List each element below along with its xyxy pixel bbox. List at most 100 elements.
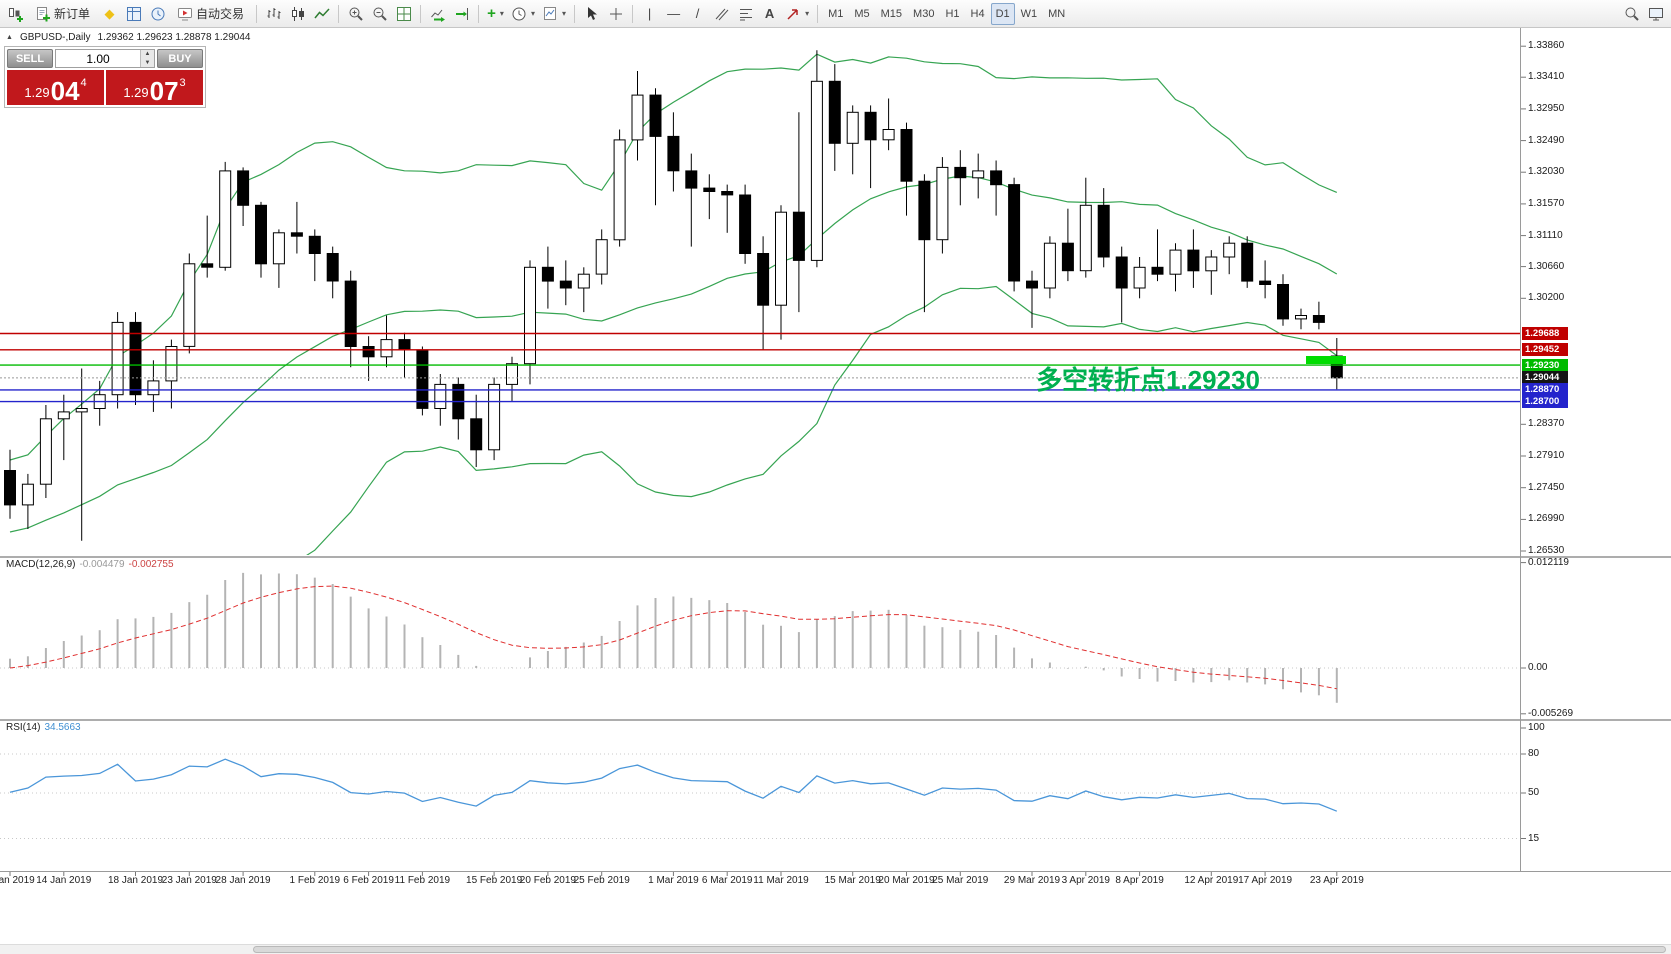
chart-shift-icon [455,7,468,20]
main-plot [4,50,1343,555]
main-chart-area[interactable] [0,28,1520,556]
price-axis-label: 1.27450 [1528,481,1565,493]
volume-increase-button[interactable]: ▲ [141,50,154,59]
rsi-panel-area[interactable] [0,721,1520,871]
fullscreen-button[interactable] [1644,3,1667,25]
sell-price-button[interactable]: 1.29 04 4 [7,70,104,105]
horizontal-scrollbar[interactable] [0,944,1671,954]
sell-button[interactable]: SELL [7,49,53,68]
timeframe-button-m15[interactable]: M15 [880,7,903,20]
timeframe-button-mn[interactable]: MN [1048,7,1066,20]
candle-body [864,111,877,141]
date-axis-label: 1 Mar 2019 [648,875,699,886]
trendline-button[interactable]: / [686,3,709,25]
timeframe-button-w1[interactable]: W1 [1020,7,1038,20]
fibonacci-button[interactable] [734,3,757,25]
macd-indicator-label: MACD(12,26,9) -0.004479 -0.002755 [6,559,174,570]
toolbar-separator [420,4,422,23]
search-button[interactable] [1620,3,1643,25]
macd-panel-area[interactable] [0,558,1520,719]
tile-windows-button[interactable] [392,3,415,25]
crosshair-button[interactable] [604,3,627,25]
symbol-name: GBPUSD-,Daily [19,32,91,43]
candle-body [649,94,662,137]
candle-body [362,346,375,358]
channel-button[interactable] [710,3,733,25]
date-axis-label: 11 Feb 2019 [394,875,451,886]
candle-body [488,383,501,451]
arrows-tool-button[interactable]: ▾ [782,3,812,25]
fibonacci-icon [739,8,752,20]
candle-body [667,135,680,172]
bars-chart-button[interactable] [262,3,285,25]
toolbar-group-indicators: + ▾ ▾ ▾ [484,3,569,25]
candlestick-chart-button[interactable] [286,3,309,25]
chart-shift-button[interactable] [450,3,473,25]
timeframe-toolbar: M1 M5 M15 M30 H1 H4 D1 W1 MN [823,2,1070,25]
cursor-button[interactable] [580,3,603,25]
price-axis-label: 1.32950 [1528,102,1565,114]
price-level-label: 1.28870 [1522,383,1568,397]
auto-scroll-button[interactable] [426,3,449,25]
line-chart-button[interactable] [310,3,333,25]
macd-value: -0.004479 [79,559,125,570]
timeframe-button-h1[interactable]: H1 [945,7,960,20]
date-axis-label: 12 Apr 2019 [1184,875,1239,886]
horizontal-line-button[interactable]: — [662,3,685,25]
market-watch-button[interactable] [122,3,145,25]
volume-input[interactable] [56,50,140,67]
trendline-icon: / [695,6,700,21]
timeframe-button-m5[interactable]: M5 [854,7,870,20]
price-axis-label: 1.26990 [1528,513,1565,525]
toolbar-separator [632,4,634,23]
candle-body [1205,256,1218,272]
horizontal-line-icon: — [667,6,681,21]
scrollbar-handle[interactable] [253,946,1666,953]
date-axis-label: 6 Feb 2019 [343,875,394,886]
price-axis-label: 1.31110 [1528,229,1563,241]
price-axis-label: 1.27910 [1528,450,1565,461]
date-axis-label: 20 Mar 2019 [878,875,935,886]
date-axis-label: 14 Jan 2019 [36,875,92,886]
line-chart-icon [313,7,330,18]
date-axis-label: 8 Apr 2019 [1115,875,1164,886]
candle-body [39,418,52,485]
candle-body [613,139,626,241]
new-order-label: 新订单 [54,7,91,21]
sell-price-prefix: 1.29 [24,85,50,100]
navigator-button[interactable] [146,3,169,25]
new-order-button[interactable]: 新订单 [28,3,97,25]
candle-body [631,94,644,141]
new-order-icon [37,6,50,21]
toolbar-group-objects: | — / A ▾ [638,3,812,25]
macd-signal-line [9,585,1337,690]
timeframe-button-h4[interactable]: H4 [970,7,985,20]
timeframe-button-m1[interactable]: M1 [828,7,844,20]
candle-body [703,187,716,193]
autotrading-label: 自动交易 [196,7,245,21]
metaeditor-button[interactable]: ◆ [98,3,121,25]
timeframe-button-m30[interactable]: M30 [913,7,935,20]
new-chart-button[interactable] [4,3,27,25]
buy-price-button[interactable]: 1.29 07 3 [106,70,203,105]
zoom-in-button[interactable] [344,3,367,25]
text-tool-button[interactable]: A [758,3,781,25]
vertical-line-button[interactable]: | [638,3,661,25]
add-indicator-button[interactable]: + ▾ [484,3,507,25]
candle-body [810,80,823,261]
auto-scroll-icon [430,9,445,22]
candle-body [541,266,554,282]
price-axis[interactable]: 1.33860 1.33410 1.32950 1.32490 1.32030 1.315… [1521,0,1671,954]
timeframe-button-d1[interactable]: D1 [990,2,1015,25]
volume-decrease-button[interactable]: ▼ [141,58,154,67]
buy-button[interactable]: BUY [157,49,203,68]
date-axis-label: 25 Mar 2019 [932,875,989,886]
autotrading-button[interactable]: 自动交易 [170,3,251,25]
price-axis-label: 1.32030 [1528,166,1565,178]
periods-button[interactable]: ▾ [508,3,538,25]
templates-button[interactable]: ▾ [539,3,569,25]
candle-body [559,280,572,289]
zoom-out-button[interactable] [368,3,391,25]
